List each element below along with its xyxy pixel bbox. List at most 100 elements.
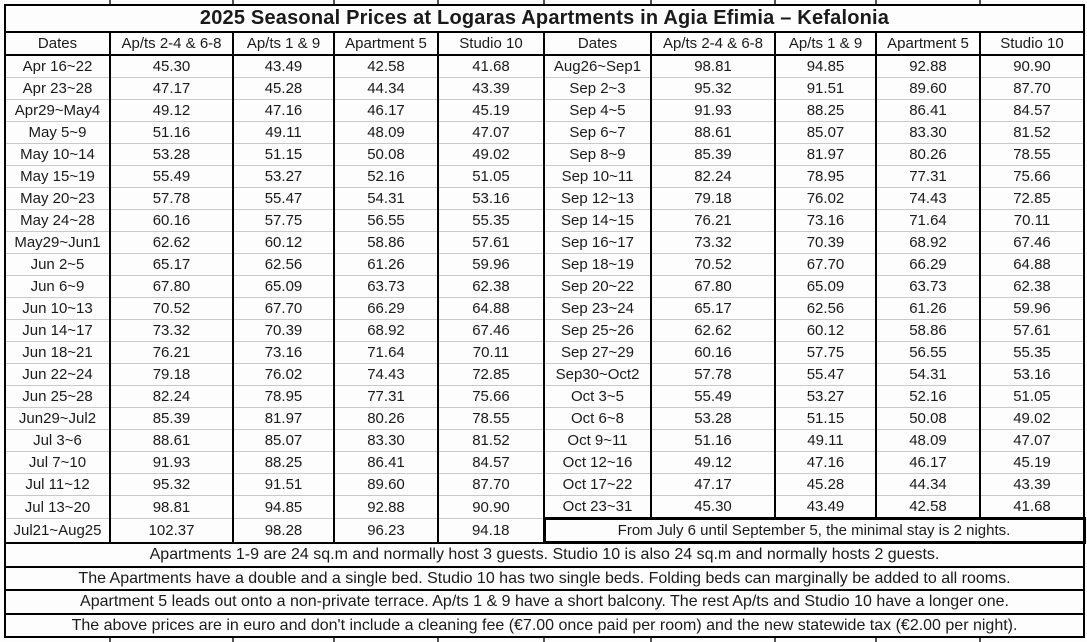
price-cell: 47.16 xyxy=(232,99,335,122)
price-cell: 73.16 xyxy=(774,209,877,232)
price-cell: 85.07 xyxy=(232,429,335,452)
price-cell: 45.30 xyxy=(650,495,776,519)
table-row: May 5~9 51.16 49.11 48.09 47.07 Sep 6~7 88.61 8… xyxy=(4,121,1085,144)
price-cell: 43.49 xyxy=(774,495,877,519)
date-range-cell: Oct 17~22 xyxy=(543,473,652,496)
price-cell: 92.88 xyxy=(333,495,439,519)
footnote-row: The Apartments have a double and a singl… xyxy=(4,565,1085,591)
price-cell: 43.39 xyxy=(437,77,545,100)
price-cell: 88.61 xyxy=(650,121,776,144)
price-cell: 57.61 xyxy=(437,231,545,254)
price-cell: 98.81 xyxy=(650,54,776,78)
price-cell: 92.88 xyxy=(875,54,981,78)
price-cell: 102.37 xyxy=(109,518,234,543)
price-cell: 53.28 xyxy=(109,143,234,166)
price-cell: 81.52 xyxy=(437,429,545,452)
gridline-tick xyxy=(875,638,877,642)
price-cell: 53.16 xyxy=(437,187,545,210)
date-range-cell: May 24~28 xyxy=(4,209,111,232)
price-cell: 57.61 xyxy=(979,319,1085,342)
date-range-cell: May29~Jun1 xyxy=(4,231,111,254)
gridline-tick xyxy=(333,638,335,642)
price-cell: 67.80 xyxy=(650,275,776,298)
price-cell: 56.55 xyxy=(875,341,981,364)
date-range-cell: Jun29~Jul2 xyxy=(4,407,111,430)
price-cell: 65.17 xyxy=(109,253,234,276)
price-cell: 66.29 xyxy=(333,297,439,320)
price-cell: 65.17 xyxy=(650,297,776,320)
price-cell: 94.18 xyxy=(437,518,545,543)
price-cell: 47.07 xyxy=(979,429,1085,452)
price-cell: 43.49 xyxy=(232,54,335,78)
gridline-tick xyxy=(109,0,111,4)
price-cell: 50.08 xyxy=(333,143,439,166)
price-cell: 66.29 xyxy=(875,253,981,276)
col-header-apartment-5-left: Apartment 5 xyxy=(333,31,439,56)
date-range-cell: Sep 25~26 xyxy=(543,319,652,342)
date-range-cell: Jun 14~17 xyxy=(4,319,111,342)
date-range-cell: Sep 27~29 xyxy=(543,341,652,364)
price-cell: 76.02 xyxy=(774,187,877,210)
price-cell: 70.39 xyxy=(232,319,335,342)
date-range-cell: Sep 18~19 xyxy=(543,253,652,276)
price-cell: 60.16 xyxy=(650,341,776,364)
price-cell: 65.09 xyxy=(232,275,335,298)
price-cell: 78.95 xyxy=(774,165,877,188)
table-row: Jun 18~21 76.21 73.16 71.64 70.11 Sep 27~29 60… xyxy=(4,341,1085,364)
date-range-cell: Sep 10~11 xyxy=(543,165,652,188)
footnote-row: Apartments 1-9 are 24 sq.m and normally … xyxy=(4,541,1085,568)
table-row: Jun 2~5 65.17 62.56 61.26 59.96 Sep 18~19 70.5… xyxy=(4,253,1085,276)
price-cell: 82.24 xyxy=(650,165,776,188)
price-cell: 75.66 xyxy=(979,165,1085,188)
price-cell: 49.11 xyxy=(232,121,335,144)
price-cell: 87.70 xyxy=(437,473,545,496)
price-cell: 84.57 xyxy=(437,451,545,474)
price-cell: 51.05 xyxy=(437,165,545,188)
price-cell: 64.88 xyxy=(437,297,545,320)
price-cell: 58.86 xyxy=(875,319,981,342)
gridline-tick xyxy=(543,0,545,4)
price-cell: 52.16 xyxy=(875,385,981,408)
minimal-stay-note: From July 6 until September 5, the minim… xyxy=(542,517,1086,544)
date-range-cell: Jul 11~12 xyxy=(4,473,111,496)
price-cell: 63.73 xyxy=(875,275,981,298)
date-range-cell: Apr 23~28 xyxy=(4,77,111,100)
price-cell: 45.28 xyxy=(232,77,335,100)
price-cell: 91.93 xyxy=(650,99,776,122)
price-cell: 61.26 xyxy=(333,253,439,276)
price-cell: 68.92 xyxy=(333,319,439,342)
price-cell: 63.73 xyxy=(333,275,439,298)
price-cell: 71.64 xyxy=(875,209,981,232)
table-row: Jun 22~24 79.18 76.02 74.43 72.85 Sep30~Oct2 5… xyxy=(4,363,1085,386)
price-cell: 73.32 xyxy=(650,231,776,254)
date-range-cell: Sep 8~9 xyxy=(543,143,652,166)
price-cell: 78.55 xyxy=(979,143,1085,166)
price-cell: 45.19 xyxy=(437,99,545,122)
price-cell: 51.16 xyxy=(109,121,234,144)
price-cell: 64.88 xyxy=(979,253,1085,276)
price-cell: 51.16 xyxy=(650,429,776,452)
price-cell: 47.17 xyxy=(109,77,234,100)
price-cell: 91.51 xyxy=(774,77,877,100)
column-header-row: Dates Ap/ts 2-4 & 6-8 Ap/ts 1 & 9 Apartm… xyxy=(4,31,1085,56)
price-cell: 98.28 xyxy=(232,518,335,543)
date-range-cell: Jun 25~28 xyxy=(4,385,111,408)
price-cell: 51.15 xyxy=(774,407,877,430)
price-cell: 57.78 xyxy=(650,363,776,386)
price-cell: 70.52 xyxy=(109,297,234,320)
price-cell: 88.25 xyxy=(774,99,877,122)
table-row: Jul 3~6 88.61 85.07 83.30 81.52 Oct 9~11 51.16… xyxy=(4,429,1085,452)
page-title: 2025 Seasonal Prices at Logaras Apartmen… xyxy=(4,4,1085,33)
col-header-dates-left: Dates xyxy=(4,31,111,56)
price-cell: 90.90 xyxy=(437,495,545,519)
price-cell: 94.85 xyxy=(232,495,335,519)
price-cell: 85.39 xyxy=(109,407,234,430)
price-cell: 59.96 xyxy=(437,253,545,276)
price-cell: 56.55 xyxy=(333,209,439,232)
date-range-cell: Sep 6~7 xyxy=(543,121,652,144)
date-range-cell: Apr 16~22 xyxy=(4,54,111,78)
price-cell: 57.75 xyxy=(774,341,877,364)
gridline-tick xyxy=(979,638,981,642)
price-cell: 83.30 xyxy=(333,429,439,452)
date-range-cell: Jun 6~9 xyxy=(4,275,111,298)
